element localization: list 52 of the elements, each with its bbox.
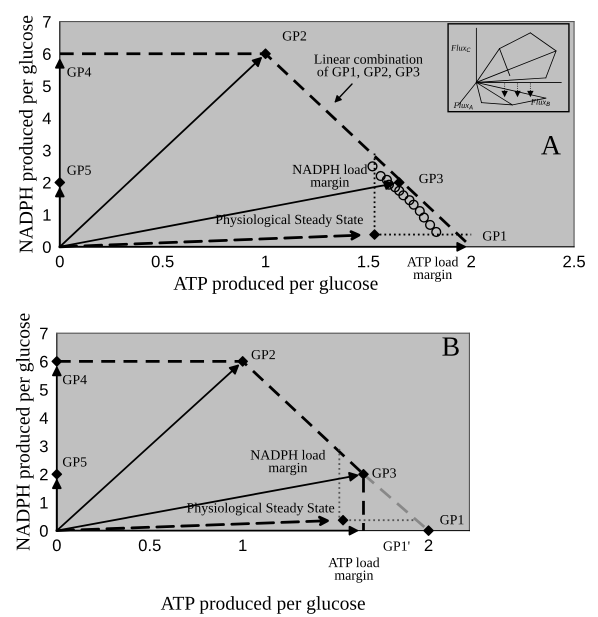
annotation: Flux$_{C}$	[451, 44, 471, 52]
y-tick-label: 5	[40, 384, 48, 396]
x-tick-label: 0	[52, 539, 61, 552]
y-tick-label: 5	[42, 80, 51, 92]
y-tick-label: 6	[40, 356, 48, 368]
y-tick-label: 7	[43, 16, 51, 28]
y-tick-label: 6	[43, 48, 51, 60]
y-tick-label: 0	[40, 525, 48, 537]
annotation: GP3	[372, 468, 396, 478]
annotation: GP1	[482, 231, 506, 241]
annotation: GP5	[67, 165, 91, 175]
annotation: NADPH load margin	[292, 164, 368, 190]
y-axis-title: NADPH produced per glucose	[16, 314, 34, 550]
x-tick-label: 2.5	[563, 256, 585, 268]
annotation: GP5	[62, 457, 87, 467]
y-tick-label: 3	[40, 440, 48, 452]
x-tick-label: 1	[239, 540, 246, 552]
x-tick-label: 0.5	[152, 256, 174, 268]
x-tick-label: 1.5	[358, 256, 380, 268]
x-tick-label: 0	[56, 256, 64, 268]
x-tick-label: 0.5	[138, 539, 161, 552]
y-tick-label: 2	[43, 176, 51, 188]
annotation: GP4	[67, 67, 92, 77]
y-tick-label: 7	[40, 328, 48, 340]
y-tick-label: 2	[40, 468, 48, 480]
annotation: NADPH load margin	[250, 450, 326, 476]
x-axis-title: ATP produced per glucose	[173, 276, 378, 294]
x-axis-title: ATP produced per glucose	[160, 596, 365, 614]
annotation: Linear combination of GP1, GP2, GP3	[314, 54, 423, 78]
annotation: B	[442, 337, 459, 356]
y-axis-title: NADPH produced per glucose	[18, 16, 37, 253]
annotation: GP1	[440, 515, 464, 524]
text: ATP load margin	[407, 256, 458, 282]
annotation: GP1'	[384, 541, 410, 551]
annotation: GP2	[282, 31, 306, 41]
annotation: GP3	[419, 174, 443, 184]
x-tick-label: 2	[467, 256, 476, 268]
annotation: GP4	[62, 374, 87, 384]
annotation: Physiological Steady State	[216, 214, 363, 228]
annotation: A	[541, 136, 561, 154]
y-tick-label: 1	[43, 209, 51, 221]
y-tick-label: 0	[42, 241, 51, 254]
annotation: Physiological Steady State	[186, 502, 334, 516]
annotation: GP2	[252, 350, 275, 360]
y-tick-label: 3	[42, 144, 51, 156]
y-tick-label: 4	[40, 412, 48, 424]
text: ATP load margin	[328, 557, 380, 583]
annotation: Flux$_{A}$	[454, 102, 473, 110]
y-tick-label: 1	[40, 496, 48, 508]
y-tick-label: 4	[42, 112, 51, 124]
x-tick-label: 2	[424, 539, 432, 552]
x-tick-label: 1	[262, 256, 270, 268]
